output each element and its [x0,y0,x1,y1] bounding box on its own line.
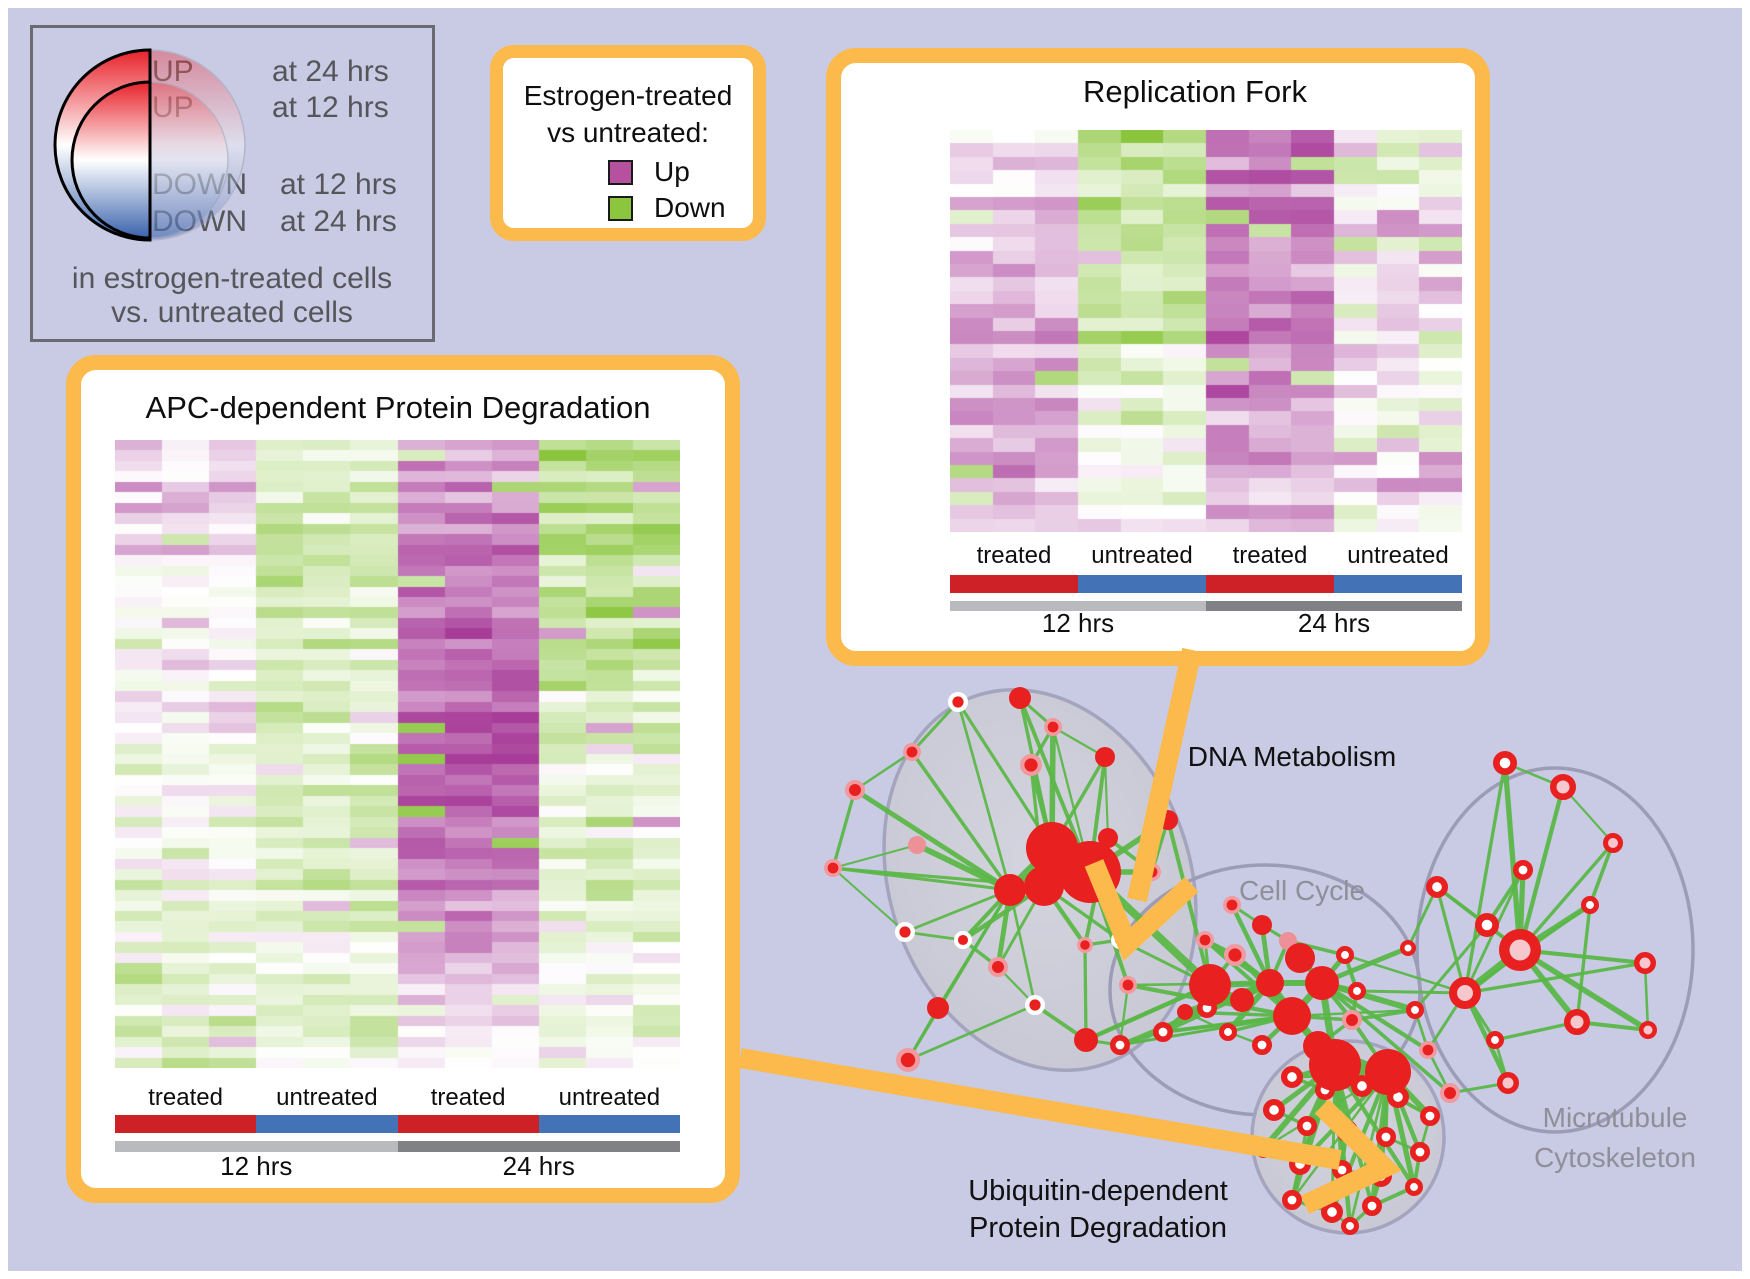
apc-group-label-2: untreated [276,1084,378,1111]
rep-time-label-1: 12 hrs [1041,608,1115,638]
apc-time-bar-1 [115,1141,398,1152]
rep-time-label-2: 24 hrs [1297,608,1371,638]
apc-time-bar-2 [397,1141,680,1152]
ring-12h-solid-half [70,80,152,240]
rep-condition-bar-1 [950,575,1078,593]
cluster-label-ubiquitin-line2: Protein Degradation [969,1212,1227,1244]
rep-condition-bar-3 [1206,575,1334,593]
legend-up-24-time: at 24 hrs [272,55,389,88]
legend-down-24-time: at 24 hrs [280,205,397,238]
apc-panel-title: APC-dependent Protein Degradation [145,390,651,425]
color-legend-title-line1: Estrogen-treated [523,80,733,111]
legend-label-down: Down [654,192,726,223]
cluster-label-microtubule-line2: Cytoskeleton [1534,1142,1696,1173]
updown-legend-box [30,25,435,342]
apc-group-label-3: treated [430,1084,506,1111]
rep-group-label-1: treated [976,542,1052,569]
rep-group-label-3: treated [1232,542,1308,569]
apc-condition-bar-3 [397,1115,539,1133]
apc-condition-bar-2 [256,1115,398,1133]
color-legend-title-line2: vs untreated: [547,117,709,148]
updown-ring-diagram [53,48,246,242]
apc-group-label-4: untreated [558,1084,661,1111]
apc-time-label-2: 24 hrs [502,1151,575,1181]
rep-time-bar-1 [950,601,1206,611]
legend-swatch-up [608,160,633,185]
cluster-label-cell-cycle: Cell Cycle [1238,875,1366,906]
apc-time-label-1: 12 hrs [220,1151,293,1181]
apc-heatmap [115,440,680,1068]
rep-condition-bar-4 [1334,575,1462,593]
cluster-label-dna-metabolism: DNA Metabolism [1187,741,1397,772]
legend-label-up: Up [654,156,690,187]
replication-fork-panel-title: Replication Fork [1083,74,1307,109]
legend-footer-line1: in estrogen-treated cells [71,262,393,295]
rep-time-bar-2 [1206,601,1462,611]
legend-down-12-time: at 12 hrs [280,168,397,201]
rep-group-label-2: untreated [1091,542,1193,569]
rep-group-label-4: untreated [1347,542,1449,569]
cluster-label-ubiquitin-line1: Ubiquitin-dependent [968,1175,1228,1207]
legend-swatch-down [608,196,633,221]
legend-footer-line2: vs. untreated cells [111,296,353,329]
apc-group-label-1: treated [148,1084,223,1111]
apc-condition-bar-1 [115,1115,257,1133]
rep-condition-bar-2 [1078,575,1206,593]
legend-up-12-time: at 12 hrs [272,91,389,124]
replication-fork-heatmap [950,130,1462,532]
cluster-label-microtubule-line1: Microtubule [1542,1102,1688,1133]
apc-condition-bar-4 [538,1115,680,1133]
